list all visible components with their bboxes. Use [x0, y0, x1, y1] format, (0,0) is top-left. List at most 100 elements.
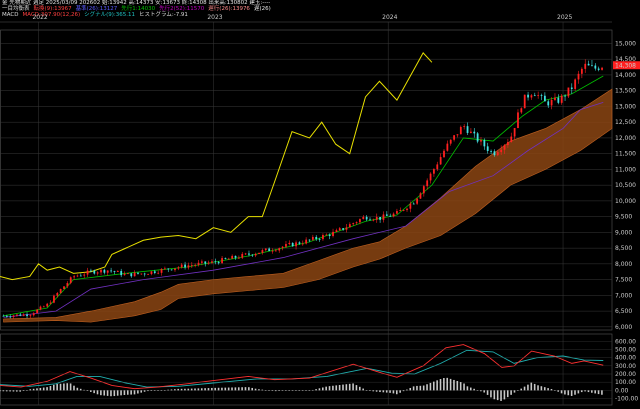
macd-histogram-bar: [500, 390, 502, 401]
current-price-tag: [613, 61, 640, 70]
legend-item: 遅(26): [253, 6, 271, 12]
macd-histogram-bar: [359, 386, 361, 391]
candle-body: [436, 164, 439, 170]
candle-body: [194, 264, 197, 266]
macd-histogram-bar: [163, 390, 166, 391]
macd-histogram-bar: [301, 390, 304, 391]
macd-histogram-bar: [244, 387, 247, 391]
macd-histogram-bar: [419, 385, 422, 391]
candle-body: [298, 242, 301, 244]
macd-histogram-bar: [523, 386, 526, 391]
macd-histogram-bar: [291, 390, 294, 391]
macd-histogram-bar: [288, 390, 290, 391]
candle-body: [56, 293, 59, 296]
kijun-line: [3, 102, 604, 318]
candle-body: [274, 250, 277, 252]
x-tick-label: 2023: [207, 14, 222, 21]
macd-y-label: 200.00: [615, 371, 636, 378]
candle-body: [113, 271, 116, 272]
macd-histogram-bar: [73, 385, 75, 391]
macd-histogram-bar: [63, 383, 65, 391]
macd-histogram-bar: [241, 387, 243, 391]
macd-y-label: 500.00: [615, 346, 636, 353]
macd-histogram-bar: [362, 388, 364, 391]
macd-histogram-bar: [5, 390, 8, 392]
candle-body: [594, 65, 597, 69]
macd-histogram-bar: [12, 390, 15, 392]
macd-histogram-bar: [150, 390, 153, 391]
candle-body: [486, 146, 489, 151]
candle-body: [375, 216, 378, 220]
macd-y-label: 300.00: [615, 363, 636, 370]
macd-histogram-bar: [533, 383, 536, 391]
macd-histogram-bar: [412, 386, 415, 391]
legend-item: MACD:307.90(12,26): [22, 12, 81, 18]
macd-histogram-bar: [89, 390, 92, 392]
candle-body: [580, 68, 583, 74]
candle-body: [328, 234, 331, 237]
candle-body: [429, 173, 432, 181]
candle-body: [2, 315, 5, 317]
macd-histogram-bar: [200, 388, 203, 391]
macd-histogram-bar: [211, 387, 213, 391]
macd-histogram-bar: [372, 390, 375, 392]
candle-body: [153, 271, 156, 273]
macd-histogram-bar: [231, 387, 233, 391]
macd-histogram-bar: [190, 388, 193, 391]
candle-body: [258, 252, 260, 254]
macd-histogram-bar: [490, 390, 492, 398]
candle-body: [217, 262, 220, 264]
x-tick-label: 2022: [32, 14, 47, 21]
macd-histogram-bar: [143, 390, 146, 392]
candle-body: [36, 309, 39, 314]
candle-body: [402, 210, 405, 211]
macd-histogram-bar: [409, 387, 412, 391]
y-tick-label: 10,000: [615, 198, 636, 205]
x-tick-label: 2024: [382, 14, 397, 21]
macd-histogram-bar: [26, 390, 28, 391]
candle-body: [207, 262, 210, 264]
y-tick-label: 14,000: [615, 72, 636, 79]
candle-body: [554, 97, 556, 100]
candle-body: [453, 135, 455, 140]
macd-histogram-bar: [587, 390, 590, 393]
candle-body: [560, 95, 563, 103]
candle-body: [419, 193, 422, 199]
candle-body: [184, 264, 186, 268]
macd-histogram-bar: [56, 384, 58, 391]
macd-histogram-bar: [503, 390, 506, 400]
macd-y-label: -100.00: [615, 396, 638, 403]
candle-body: [379, 216, 382, 220]
candle-body: [443, 150, 445, 158]
macd-histogram-bar: [271, 390, 274, 391]
candle-body: [385, 214, 388, 216]
candle-body: [550, 99, 553, 106]
macd-histogram-bar: [517, 390, 519, 391]
candle-body: [500, 149, 503, 153]
grid-lines: [0, 21, 613, 406]
candle-body: [164, 268, 166, 270]
macd-histogram-bar: [550, 389, 553, 391]
macd-histogram-bar: [399, 390, 401, 393]
candle-body: [26, 314, 28, 317]
candle-body: [459, 126, 462, 135]
macd-histogram-bar: [338, 384, 341, 391]
macd-histogram-bar: [311, 389, 314, 391]
candle-body: [295, 242, 297, 247]
macd-histogram-bar: [123, 390, 126, 395]
macd-histogram-bar: [379, 390, 381, 393]
macd-histogram-bar: [429, 382, 432, 391]
macd-histogram-bar: [29, 389, 32, 391]
candle-body: [325, 234, 328, 236]
macd-histogram-bar: [207, 388, 210, 391]
candle-body: [271, 250, 274, 252]
chikou-span: [0, 52, 433, 281]
tenkan-line: [3, 75, 604, 317]
candle-body: [214, 261, 217, 263]
candle-body: [503, 145, 506, 150]
candle-body: [170, 269, 173, 271]
candle-body: [160, 268, 163, 273]
candle-body: [167, 268, 170, 270]
macd-histogram-bar: [443, 378, 445, 391]
